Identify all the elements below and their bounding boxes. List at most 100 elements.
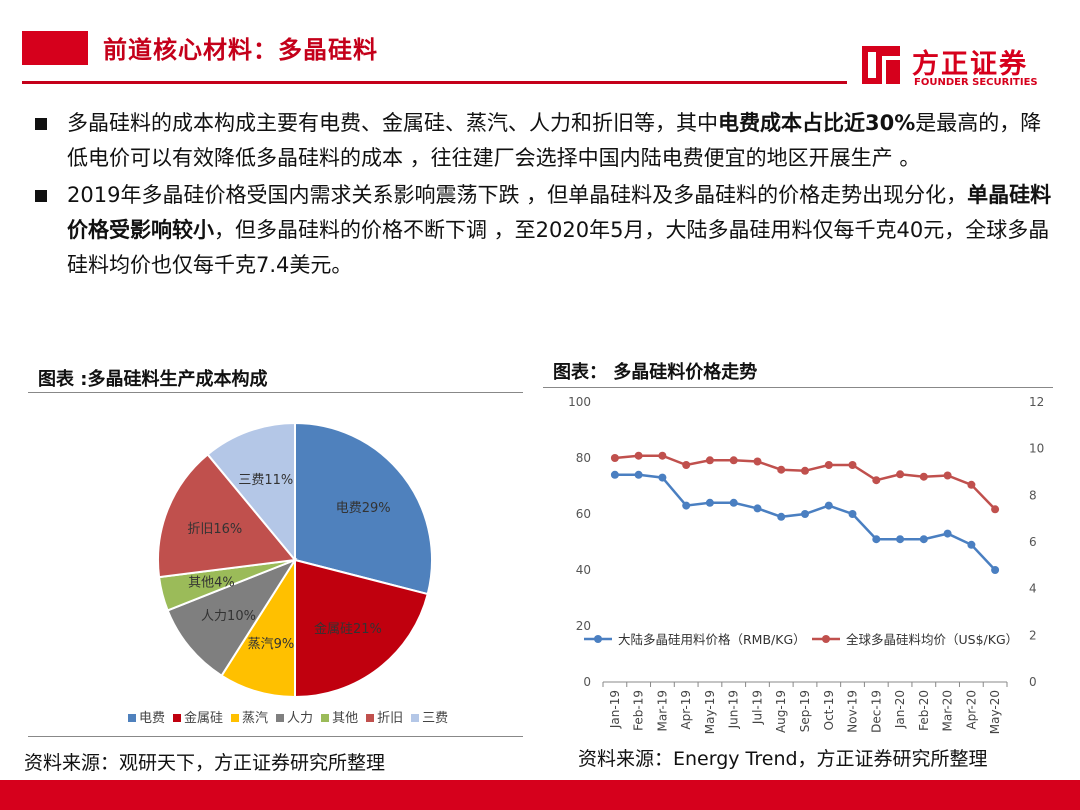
series-1-point: [967, 480, 976, 489]
legend-label: 金属硅: [184, 711, 224, 726]
series-0-point: [991, 566, 1000, 574]
y-left-tick-label: 20: [576, 619, 591, 633]
bullet-item: 2019年多晶硅价格受国内需求关系影响震荡下跌 ，但单晶硅料及多晶硅料的价格走势…: [30, 178, 1055, 283]
pie-legend-item: 蒸汽: [231, 707, 268, 726]
legend-swatch: [128, 714, 136, 722]
pie-slice-label: 金属硅21%: [314, 621, 382, 637]
series-0-point: [848, 510, 857, 518]
y-right-tick-label: 2: [1029, 628, 1037, 642]
pie-slice-label: 折旧16%: [187, 522, 242, 537]
series-0-point: [801, 510, 809, 518]
series-0-point: [634, 470, 643, 479]
y-right-tick-label: 4: [1029, 582, 1037, 596]
y-right-tick-label: 0: [1029, 675, 1037, 689]
left-figure-divider: [28, 392, 523, 393]
legend-swatch: [231, 714, 240, 722]
series-1-point: [753, 457, 762, 466]
series-1-point: [658, 451, 667, 460]
footer-band: [0, 780, 1080, 810]
y-left-tick-label: 100: [568, 395, 591, 409]
legend-label: 其他: [332, 711, 359, 726]
x-tick-label: Jul-19: [750, 690, 764, 725]
pie-slice-5: [157, 453, 297, 579]
pie-slice-label: 人力10%: [201, 609, 256, 624]
header-divider: [22, 81, 847, 84]
series-1-point: [824, 461, 833, 469]
series-0-point: [943, 529, 952, 538]
series-0-point: [682, 501, 691, 510]
bullet-square-icon: [35, 190, 47, 202]
legend-label: 三费: [422, 711, 449, 726]
logo-name-cn: 方正证券: [912, 49, 1028, 80]
series-1-point: [729, 456, 738, 465]
y-right-tick-label: 6: [1029, 535, 1037, 549]
series-1-point: [705, 456, 714, 465]
x-tick-label: Jan-20: [893, 690, 907, 729]
x-tick-label: May-20: [988, 690, 1002, 734]
legend-label: 折旧: [377, 711, 404, 726]
y-left-tick-label: 0: [583, 675, 591, 689]
pie-slice-0: [294, 421, 433, 596]
pie-slice-label: 三费11%: [238, 473, 293, 488]
x-tick-label: Jun-19: [727, 690, 741, 729]
bullet-text: 多晶硅料的成本构成主要有电费、金属硅、蒸汽、人力和折旧等，其中: [67, 111, 718, 135]
legend-swatch: [366, 714, 375, 722]
legend-label: 人力: [287, 711, 314, 726]
x-tick-label: Nov-19: [846, 690, 860, 733]
series-0-point: [610, 470, 619, 479]
pie-legend-item: 三费: [411, 707, 448, 726]
x-tick-label: Oct-19: [822, 690, 836, 730]
right-figure-title: 图表： 多晶硅料价格走势: [553, 362, 758, 383]
legend-swatch: [276, 714, 285, 722]
y-right-tick-label: 8: [1029, 488, 1037, 502]
pie-slice-label: 蒸汽9%: [248, 637, 295, 652]
pie-legend-item: 电费: [128, 707, 165, 726]
bullet-highlight: 单晶硅料价格受影响较小: [67, 183, 1052, 242]
series-1-point: [943, 471, 952, 480]
bullet-list: 多晶硅料的成本构成主要有电费、金属硅、蒸汽、人力和折旧等，其中电费成本占比近30…: [30, 106, 1055, 285]
pie-legend-item: 折旧: [366, 707, 403, 726]
series-1-point: [682, 461, 691, 469]
y-right-tick-label: 12: [1029, 395, 1044, 409]
series-1-point: [919, 472, 928, 481]
series-0-point: [658, 473, 667, 482]
right-figure-source: 资料来源：Energy Trend，方正证券研究所整理: [578, 748, 988, 770]
pie-slice-1: [294, 558, 429, 699]
x-tick-label: Feb-19: [632, 690, 646, 731]
bullet-highlight: 电费成本占比近30%: [718, 111, 916, 135]
logo-name-en: FOUNDER SECURITIES: [914, 77, 1038, 88]
legend-marker: [822, 635, 830, 643]
x-tick-label: May-19: [703, 690, 717, 734]
x-tick-label: Jan-19: [608, 690, 622, 729]
x-tick-label: Aug-19: [774, 690, 788, 733]
series-1-point: [848, 461, 857, 469]
bullet-text: 是最高的，降低电价可以有效降低多晶硅料的成本 ，往往建厂会选择中国内陆电费便宜的…: [67, 111, 1042, 170]
series-0-point: [753, 504, 762, 513]
series-1-point: [991, 505, 1000, 514]
x-tick-label: Apr-20: [964, 690, 978, 730]
series-1-point: [777, 465, 786, 474]
series-1-point: [872, 476, 881, 485]
x-tick-label: Mar-20: [941, 690, 955, 731]
series-0-point: [919, 535, 928, 544]
series-0-point: [872, 535, 881, 544]
x-tick-label: Feb-20: [917, 690, 931, 731]
pie-legend: 电费 金属硅 蒸汽 人力 其他 折旧 三费: [128, 707, 456, 726]
legend-swatch: [411, 714, 420, 722]
series-0-point: [967, 540, 976, 549]
x-tick-label: Mar-19: [655, 690, 669, 731]
legend-swatch: [173, 714, 182, 722]
right-figure-divider: [543, 387, 1053, 388]
price-line-chart: Jan-19 Feb-19 Mar-19 Apr-19 May-19 Jun-19 Jul-…: [568, 395, 1044, 734]
left-figure-bottom-divider: [28, 736, 523, 737]
left-figure-source: 资料来源：观研天下，方正证券研究所整理: [24, 752, 386, 774]
bullet-text: ，但多晶硅料的价格不断下调 ，至2020年5月，大陆多晶硅用料仅每千克40元，全…: [67, 218, 1050, 277]
y-left-tick-label: 40: [576, 563, 591, 577]
header-accent-bar: [22, 31, 88, 65]
pie-legend-item: 金属硅: [173, 707, 223, 726]
y-right-tick-label: 10: [1029, 442, 1044, 456]
series-0-point: [729, 498, 738, 507]
bullet-square-icon: [35, 118, 47, 130]
legend-label: 蒸汽: [242, 711, 269, 726]
series-0-point: [896, 535, 905, 544]
